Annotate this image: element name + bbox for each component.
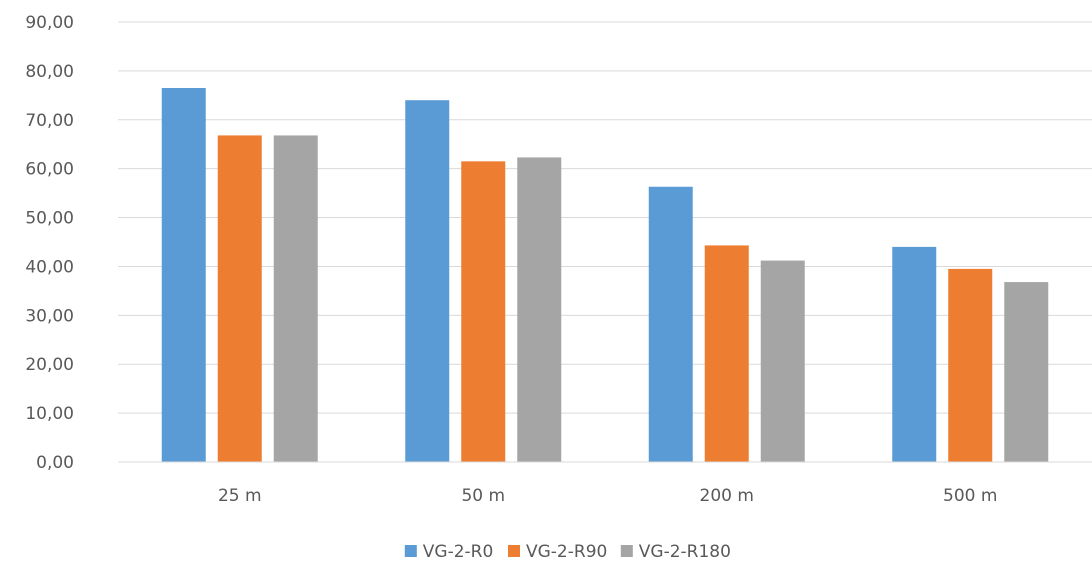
y-tick-label: 40,00 <box>25 257 74 277</box>
y-tick-label: 50,00 <box>25 209 74 229</box>
legend-swatch <box>620 545 633 557</box>
x-axis-category-labels: 25 m 50 m 200 m 500 m <box>218 486 998 506</box>
bar-vg-2-r180 <box>1004 282 1049 462</box>
bar-vg-2-r0 <box>161 88 206 462</box>
x-category-label: 200 m <box>700 486 754 506</box>
y-tick-label: 70,00 <box>25 111 74 131</box>
bar-vg-2-r180 <box>760 260 805 462</box>
bar-vg-2-r180 <box>517 157 562 462</box>
x-category-label: 25 m <box>218 486 262 506</box>
legend: VG-2-R0 VG-2-R90 VG-2-R180 <box>404 542 731 562</box>
bars <box>161 88 1049 463</box>
legend-label: VG-2-R180 <box>639 542 731 562</box>
bar-vg-2-r90 <box>217 135 262 462</box>
x-category-label: 50 m <box>461 486 505 506</box>
bar-vg-2-r0 <box>405 100 450 462</box>
bar-vg-2-r180 <box>273 135 318 462</box>
gridlines <box>118 21 1092 414</box>
legend-item: VG-2-R0 <box>404 542 494 562</box>
y-tick-label: 30,00 <box>25 306 74 326</box>
legend-label: VG-2-R0 <box>423 542 494 562</box>
bar-vg-2-r90 <box>948 268 993 462</box>
y-tick-label: 20,00 <box>25 355 74 375</box>
legend-label: VG-2-R90 <box>526 542 607 562</box>
bar-vg-2-r90 <box>461 161 506 463</box>
y-tick-label: 60,00 <box>25 160 74 180</box>
y-tick-label: 0,00 <box>36 453 74 473</box>
y-tick-label: 10,00 <box>25 404 74 424</box>
legend-swatch <box>404 545 417 557</box>
legend-swatch <box>508 545 520 557</box>
bar-vg-2-r0 <box>892 246 937 462</box>
legend-item: VG-2-R180 <box>620 542 731 562</box>
x-category-label: 500 m <box>943 486 997 506</box>
y-axis-tick-labels: 0,00 10,00 20,00 30,00 40,00 50,00 60,00 70,00 8… <box>25 13 74 473</box>
y-tick-label: 80,00 <box>25 62 74 82</box>
bar-vg-2-r0 <box>648 186 693 462</box>
legend-item: VG-2-R90 <box>508 542 607 562</box>
bar-vg-2-r90 <box>704 245 749 462</box>
y-tick-label: 90,00 <box>25 13 74 33</box>
